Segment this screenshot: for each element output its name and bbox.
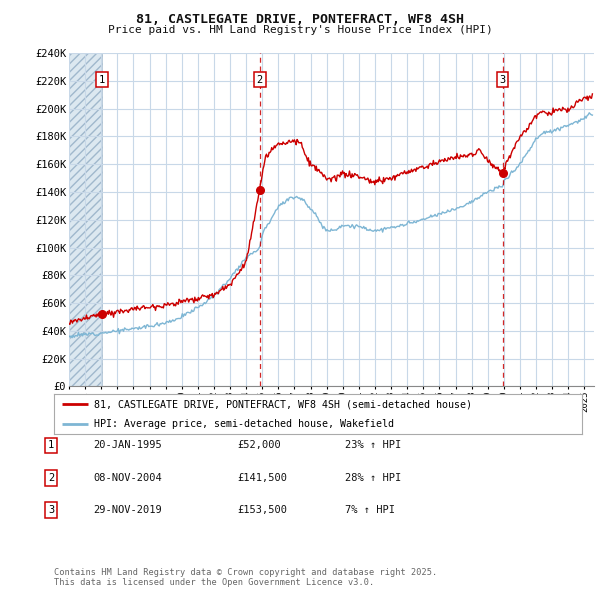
Text: 08-NOV-2004: 08-NOV-2004 xyxy=(93,473,162,483)
Text: 29-NOV-2019: 29-NOV-2019 xyxy=(93,506,162,515)
Text: £141,500: £141,500 xyxy=(237,473,287,483)
Text: 3: 3 xyxy=(48,506,54,515)
Text: 1: 1 xyxy=(48,441,54,450)
Text: 23% ↑ HPI: 23% ↑ HPI xyxy=(345,441,401,450)
Text: 81, CASTLEGATE DRIVE, PONTEFRACT, WF8 4SH (semi-detached house): 81, CASTLEGATE DRIVE, PONTEFRACT, WF8 4S… xyxy=(94,399,472,409)
Bar xyxy=(69,53,102,386)
Text: Price paid vs. HM Land Registry's House Price Index (HPI): Price paid vs. HM Land Registry's House … xyxy=(107,25,493,35)
Text: 7% ↑ HPI: 7% ↑ HPI xyxy=(345,506,395,515)
Text: 2: 2 xyxy=(48,473,54,483)
Bar xyxy=(69,53,102,386)
Text: 2: 2 xyxy=(257,75,263,85)
Text: 81, CASTLEGATE DRIVE, PONTEFRACT, WF8 4SH: 81, CASTLEGATE DRIVE, PONTEFRACT, WF8 4S… xyxy=(136,13,464,26)
Text: £153,500: £153,500 xyxy=(237,506,287,515)
Text: 3: 3 xyxy=(499,75,506,85)
Text: Contains HM Land Registry data © Crown copyright and database right 2025.
This d: Contains HM Land Registry data © Crown c… xyxy=(54,568,437,587)
Text: 1: 1 xyxy=(99,75,105,85)
Text: 20-JAN-1995: 20-JAN-1995 xyxy=(93,441,162,450)
Text: HPI: Average price, semi-detached house, Wakefield: HPI: Average price, semi-detached house,… xyxy=(94,419,394,428)
Text: 28% ↑ HPI: 28% ↑ HPI xyxy=(345,473,401,483)
Text: £52,000: £52,000 xyxy=(237,441,281,450)
